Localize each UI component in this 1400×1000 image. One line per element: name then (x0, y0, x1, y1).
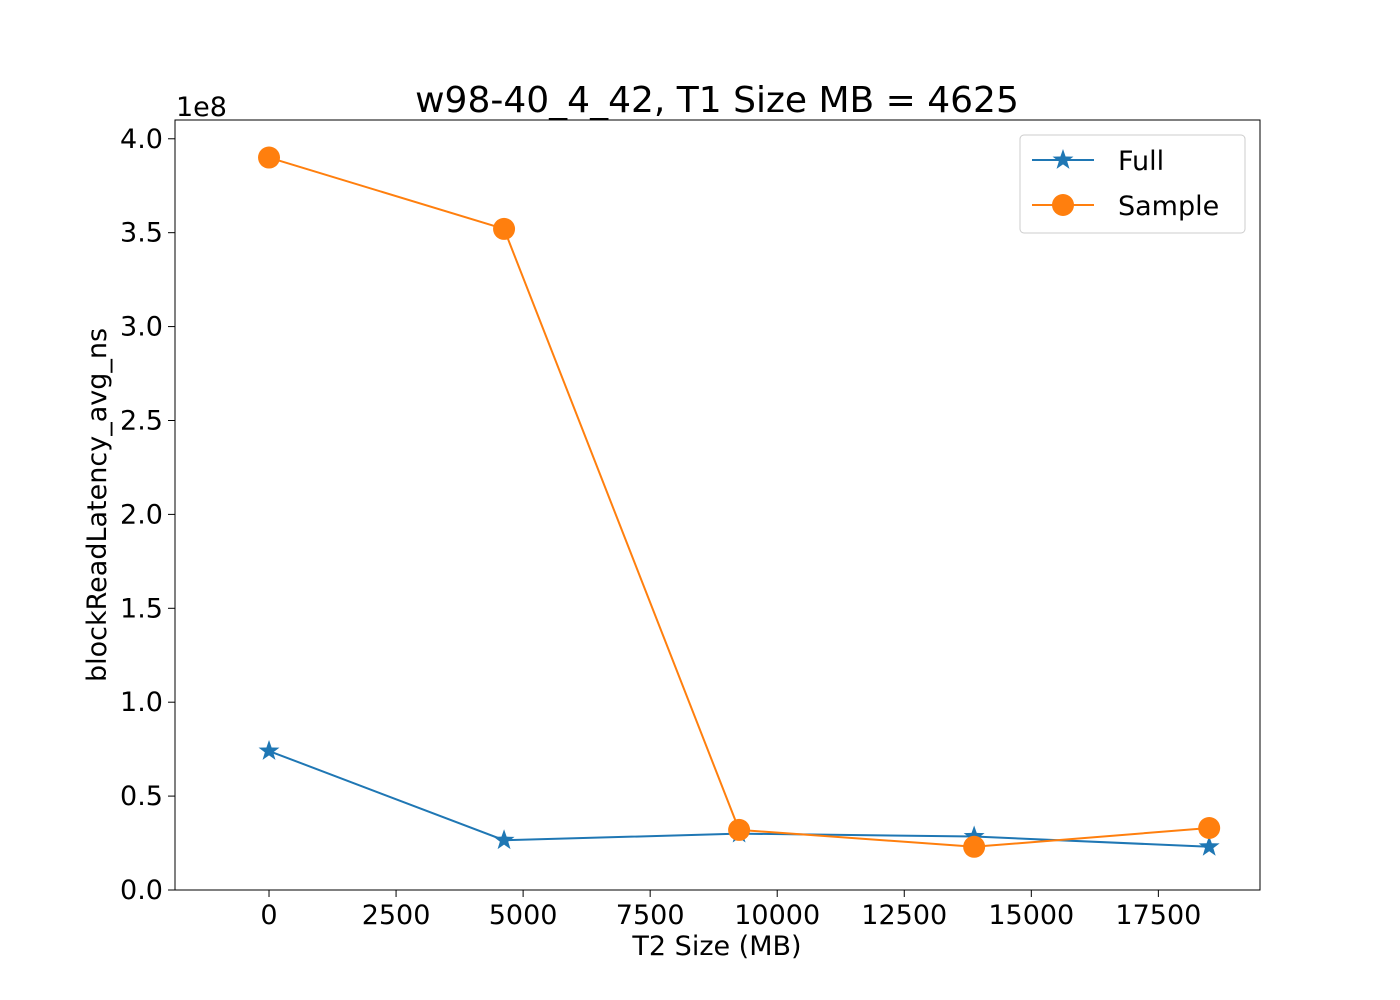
y-axis: 0.0 0.5 1.0 1.5 2.0 2.5 3.0 3.5 4.0 (120, 124, 175, 906)
x-axis-label: T2 Size (MB) (631, 931, 801, 962)
x-axis: 0 2500 5000 7500 10000 12500 15000 17500 (260, 890, 1201, 931)
legend-label-sample: Sample (1118, 191, 1219, 222)
x-tick-label: 10000 (734, 900, 820, 931)
y-tick-label: 1.0 (120, 687, 163, 718)
data-point-full (258, 740, 280, 760)
legend-marker-full (1052, 149, 1074, 169)
data-point-full (963, 825, 985, 846)
x-tick-label: 5000 (489, 900, 558, 931)
x-tick-label: 17500 (1115, 900, 1201, 931)
y-tick-label: 0.0 (120, 875, 163, 906)
legend-label-full: Full (1118, 146, 1164, 177)
y-tick-label: 0.5 (120, 781, 163, 812)
y-tick-label: 2.5 (120, 405, 163, 436)
legend: Full Sample (1019, 134, 1246, 234)
data-point-sample (258, 146, 281, 169)
chart-title: w98-40_4_42, T1 Size MB = 4625 (415, 80, 1019, 121)
plot-area (174, 119, 1261, 891)
data-point-sample (1198, 817, 1221, 840)
series-line-sample (268, 156, 1210, 848)
data-point-sample (728, 818, 751, 841)
y-tick-label: 3.0 (120, 312, 163, 343)
y-axis-label: blockReadLatency_avg_ns (82, 328, 113, 682)
data-point-sample (963, 835, 986, 858)
y-tick-label: 4.0 (120, 124, 163, 155)
legend-marker-sample (1052, 194, 1074, 216)
x-tick-label: 12500 (861, 900, 947, 931)
data-point-sample (493, 217, 516, 240)
y-tick-label: 1.5 (120, 593, 163, 624)
data-point-full (1198, 835, 1220, 856)
y-offset-label: 1e8 (176, 92, 227, 123)
y-tick-label: 3.5 (120, 218, 163, 249)
x-tick-label: 0 (260, 900, 277, 931)
data-point-full (493, 829, 515, 850)
y-tick-label: 2.0 (120, 499, 163, 530)
x-tick-label: 15000 (988, 900, 1074, 931)
x-tick-label: 7500 (616, 900, 685, 931)
x-tick-label: 2500 (362, 900, 431, 931)
plot-frame (174, 119, 1261, 891)
